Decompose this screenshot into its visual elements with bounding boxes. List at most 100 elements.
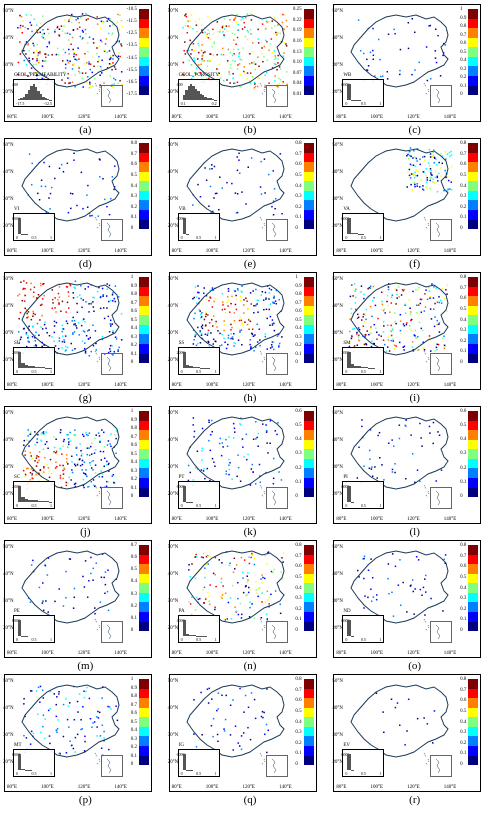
panel-o: 0.80.70.60.50.40.30.20.10 80°E100°E120°E… <box>333 540 496 672</box>
hist-bars <box>183 620 217 636</box>
var-label: WB <box>343 73 351 78</box>
var-label: VI <box>14 207 19 212</box>
scs-inset <box>430 621 452 643</box>
china-outline <box>187 149 284 221</box>
hist-bars <box>18 754 52 770</box>
map-frame: 0.80.70.60.50.40.30.20.10 80°E100°E120°E… <box>333 540 481 658</box>
map-frame: 0.80.70.60.50.40.30.20.10 80°E100°E120°E… <box>169 674 317 792</box>
histogram-inset: SC 2000 00.51 <box>13 481 55 509</box>
x-axis: 80°E100°E120°E140°E <box>336 115 456 120</box>
hist-xticks: 00.51 <box>16 503 52 508</box>
scs-inset <box>430 487 452 509</box>
hist-xticks: 0.10.2 <box>181 101 217 106</box>
china-outline <box>351 149 448 221</box>
map-frame: 10.90.80.70.60.50.40.30.20.10 80°E100°E1… <box>4 272 152 390</box>
var-label: GEOL_POROSITY <box>179 73 219 78</box>
subplot-letter: (i) <box>333 392 496 404</box>
hist-xticks: 00.51 <box>181 771 217 776</box>
histogram-inset: PT 6000 00.51 <box>178 481 220 509</box>
x-axis: 80°E100°E120°E140°E <box>7 517 127 522</box>
histogram-inset: PE 6000 00.51 <box>13 615 55 643</box>
subplot-letter: (j) <box>4 526 167 538</box>
x-axis: 80°E100°E120°E140°E <box>172 651 292 656</box>
scs-inset <box>430 85 452 107</box>
scs-islands <box>424 619 429 631</box>
histogram-inset: SM 2000 00.51 <box>342 347 384 375</box>
subplot-letter: (d) <box>4 258 167 270</box>
histogram-inset: VA 6000 00.51 <box>342 213 384 241</box>
scs-islands <box>260 753 265 765</box>
colorbar <box>304 545 314 631</box>
x-axis: 80°E100°E120°E140°E <box>7 383 127 388</box>
colorbar-ticks: 10.90.80.70.60.50.40.30.20.10 <box>295 275 301 365</box>
scs-islands <box>260 83 265 95</box>
hist-bars <box>183 486 217 502</box>
china-outline <box>22 149 119 221</box>
panel-g: 10.90.80.70.60.50.40.30.20.10 80°E100°E1… <box>4 272 167 404</box>
scs-islands <box>95 753 100 765</box>
colorbar <box>139 411 149 497</box>
panel-c: 10.90.80.70.60.50.40.30.20.10 80°E100°E1… <box>333 4 496 136</box>
hist-xticks: 00.51 <box>345 369 381 374</box>
map-frame: 10.90.80.70.60.50.40.30.20.10 80°E100°E1… <box>4 406 152 524</box>
map-frame: 0.80.70.60.50.40.30.20.10 80°E100°E120°E… <box>333 138 481 256</box>
panel-a: -10.5-11.5-12.5-13.5-14.5-15.5-16.5-17.5… <box>4 4 167 136</box>
colorbar <box>468 277 478 363</box>
x-axis: 80°E100°E120°E140°E <box>7 651 127 656</box>
scs-islands <box>424 351 429 363</box>
map-frame: 0.80.70.60.50.40.30.20.10 80°E100°E120°E… <box>333 674 481 792</box>
subplot-letter: (o) <box>333 660 496 672</box>
subplot-letter: (e) <box>169 258 332 270</box>
map-frame: 0.80.70.60.50.40.30.20.10 80°E100°E120°E… <box>4 138 152 256</box>
colorbar <box>468 411 478 497</box>
colorbar <box>139 277 149 363</box>
hist-bars <box>347 754 381 770</box>
colorbar-ticks: 10.90.80.70.60.50.40.30.20.10 <box>460 7 466 97</box>
histogram-inset: PA 4000 00.51 <box>178 615 220 643</box>
subplot-letter: (q) <box>169 794 332 806</box>
hist-xticks: -17.5-12.5 <box>16 101 52 106</box>
x-axis: 80°E100°E120°E140°E <box>336 383 456 388</box>
panel-d: 0.80.70.60.50.40.30.20.10 80°E100°E120°E… <box>4 138 167 270</box>
scs-islands <box>424 485 429 497</box>
panel-q: 0.80.70.60.50.40.30.20.10 80°E100°E120°E… <box>169 674 332 806</box>
hist-bars <box>183 218 217 234</box>
china-outline <box>187 417 284 489</box>
china-outline <box>351 685 448 757</box>
hist-bars <box>18 620 52 636</box>
subplot-letter: (k) <box>169 526 332 538</box>
hist-bars <box>347 218 381 234</box>
var-label: ND <box>343 609 350 614</box>
panel-n: 0.80.70.60.50.40.30.20.10 80°E100°E120°E… <box>169 540 332 672</box>
scs-inset <box>430 755 452 777</box>
map-frame: 0.80.70.60.50.40.30.20.10 80°E100°E120°E… <box>333 272 481 390</box>
scs-islands <box>424 217 429 229</box>
hist-bars <box>183 352 217 368</box>
var-label: PI <box>343 475 347 480</box>
var-label: SM <box>343 341 350 346</box>
x-axis: 80°E100°E120°E140°E <box>7 115 127 120</box>
scs-inset <box>266 85 288 107</box>
hist-bars <box>347 486 381 502</box>
histogram-inset: VI 6000 00.51 <box>13 213 55 241</box>
histogram-inset: GEOL_PERMEABILITY 400 -17.5-12.5 <box>13 79 55 107</box>
colorbar-ticks: 10.90.80.70.60.50.40.30.20.10 <box>131 275 137 365</box>
subplot-letter: (r) <box>333 794 496 806</box>
subplot-letter: (l) <box>333 526 496 538</box>
panel-l: 0.60.50.40.30.20.10 80°E100°E120°E140°E … <box>333 406 496 538</box>
hist-xticks: 00.51 <box>16 369 52 374</box>
histogram-inset: WB 6000 00.51 <box>342 79 384 107</box>
var-label: GEOL_PERMEABILITY <box>14 73 67 78</box>
colorbar-ticks: 10.90.80.70.60.50.40.30.20.10 <box>131 677 137 767</box>
panel-j: 10.90.80.70.60.50.40.30.20.10 80°E100°E1… <box>4 406 167 538</box>
colorbar-ticks: 0.60.50.40.30.20.10 <box>460 409 466 499</box>
map-frame: 0.70.60.50.40.30.20.10 80°E100°E120°E140… <box>4 540 152 658</box>
x-axis: 80°E100°E120°E140°E <box>172 785 292 790</box>
histogram-inset: ND 6000 00.51 <box>342 615 384 643</box>
var-label: PA <box>179 609 185 614</box>
hist-bars <box>183 754 217 770</box>
china-outline <box>22 551 119 623</box>
scs-islands <box>260 485 265 497</box>
x-axis: 80°E100°E120°E140°E <box>7 249 127 254</box>
scs-inset <box>266 487 288 509</box>
